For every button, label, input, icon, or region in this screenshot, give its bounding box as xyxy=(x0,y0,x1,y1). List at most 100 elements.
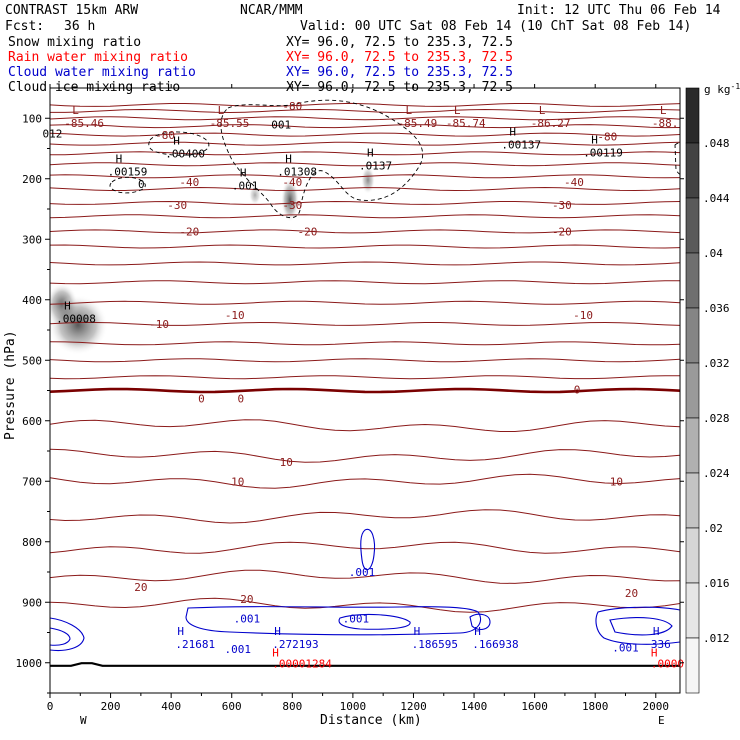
temperature-contour-line xyxy=(50,116,680,121)
x-tick-label: 200 xyxy=(101,700,121,713)
temperature-label: -80 xyxy=(282,100,302,113)
colorbar-tick-label: .048 xyxy=(703,137,730,150)
temperature-label: 10 xyxy=(610,475,623,488)
colorbar-tick-label: .024 xyxy=(703,467,730,480)
temperature-label: -30 xyxy=(167,199,187,212)
temperature-label: -40 xyxy=(564,176,584,189)
y-tick-label: 500 xyxy=(22,354,42,367)
temperature-contour-line xyxy=(50,132,680,137)
axes: 0 200 400 600 800 1000 1200 1400 1600 1800 2000100… xyxy=(16,84,684,713)
cloud-water-contour xyxy=(595,606,680,645)
x-tick-label: 1000 xyxy=(340,700,367,713)
snow-max-value: 012 xyxy=(43,128,63,141)
colorbar-tick-label: .02 xyxy=(703,522,723,535)
plot-area: -80 -80 -80 -40 -40 -40 -30 -30 -30 -20 -20 -20 -10 -… xyxy=(3,84,684,728)
field-name: Snow mixing ratio xyxy=(8,35,141,50)
snow-shading xyxy=(50,166,375,355)
y-tick-label: 300 xyxy=(22,233,42,246)
cloud-water-max-marker: H xyxy=(653,625,660,638)
temperature-contour-line xyxy=(50,261,680,266)
cloud-water-contour xyxy=(50,627,71,646)
valid-time: Valid: 00 UTC Sat 08 Feb 14 (10 ChT Sat … xyxy=(300,19,691,34)
cloud-water-max-marker: H xyxy=(274,625,281,638)
temperature-contour-line xyxy=(50,341,680,346)
temperature-contour-line xyxy=(50,541,680,554)
field-xy: XY= 96.0, 72.5 to 235.3, 72.5 xyxy=(286,65,513,80)
temperature-label: -40 xyxy=(282,176,302,189)
snow-max-marker: H xyxy=(116,153,123,166)
colorbar-tick-label: .044 xyxy=(703,192,730,205)
cloud-water-contour xyxy=(50,617,85,652)
cloud-water-contour xyxy=(360,528,376,571)
temperature-contour-line xyxy=(50,419,680,432)
x-tick-label: 600 xyxy=(222,700,242,713)
temperature-min-value: -85.46 xyxy=(64,117,104,130)
cloud-water-contours xyxy=(50,528,680,652)
colorbar-swatch xyxy=(685,417,700,474)
cloud-water-label: .001 xyxy=(612,642,639,655)
colorbar-unit: g kg-1 xyxy=(704,82,740,96)
cloud-water-contour xyxy=(338,614,411,630)
y-tick-label: 1000 xyxy=(16,657,43,670)
temperature-contour-line xyxy=(50,141,680,146)
cloud-water-max-marker: H xyxy=(474,625,481,638)
temperature-label: -80 xyxy=(597,130,617,143)
contour-labels: -80 -80 -80 -40 -40 -40 -30 -30 -30 -20 -20 -20 -10 -… xyxy=(43,100,684,671)
temperature-min-marker: L xyxy=(454,104,461,117)
snow-max-value: .00119 xyxy=(583,146,623,159)
temperature-min-value: -85.55 xyxy=(210,117,250,130)
temperature-contour-line xyxy=(50,387,680,394)
temperature-label: 0 xyxy=(238,392,245,405)
cloud-water-max-value: 336 xyxy=(651,638,671,651)
y-tick-label: 900 xyxy=(22,596,42,609)
snow-max-marker: H xyxy=(367,147,374,160)
temperature-min-marker: L xyxy=(218,104,225,117)
cloud-water-max-marker: H xyxy=(414,625,421,638)
snow-maximum-shade xyxy=(361,166,375,194)
field-name: Cloud water mixing ratio xyxy=(8,65,196,80)
y-tick-label: 800 xyxy=(22,536,42,549)
rain-water-max-value: .00001284 xyxy=(272,658,332,671)
cloud-water-max-value: .21681 xyxy=(175,638,215,651)
temperature-label: 10 xyxy=(231,475,244,488)
x-tick-label: 0 xyxy=(47,700,54,713)
colorbar-tick-label: .032 xyxy=(703,357,730,370)
temperature-label: 0 xyxy=(574,383,581,396)
snow-max-marker: H xyxy=(509,125,516,138)
x-tick-label: 1400 xyxy=(461,700,488,713)
colorbar-swatch xyxy=(685,307,700,364)
model-title: CONTRAST 15km ARW xyxy=(5,3,138,18)
temperature-label: -10 xyxy=(225,309,245,322)
temperature-min-value: -88. xyxy=(652,117,679,130)
terrain-surface xyxy=(50,662,680,667)
temperature-contour-line xyxy=(50,162,680,167)
temperature-contour-line xyxy=(50,473,680,489)
temperature-contour-line xyxy=(50,300,680,305)
fcst-label: Fcst: xyxy=(5,19,44,34)
temperature-contour-line xyxy=(50,321,680,326)
temperature-label: -40 xyxy=(179,176,199,189)
snow-max-marker: H xyxy=(240,167,247,180)
colorbar-tick-label: .012 xyxy=(703,632,730,645)
cloud-water-contour xyxy=(469,613,491,631)
cloud-water-max-value: .186595 xyxy=(412,638,458,651)
cloud-water-max-marker: H xyxy=(177,625,184,638)
temperature-min-marker: L xyxy=(660,104,667,117)
temperature-label: -20 xyxy=(179,225,199,238)
rain-water-max-value: .0000 xyxy=(651,658,684,671)
field-legend: Snow mixing ratio XY= 96.0, 72.5 to 235.3… xyxy=(8,35,513,95)
temperature-contour-line xyxy=(50,174,680,179)
temperature-contour-line xyxy=(50,280,680,285)
snow-max-value: .001 xyxy=(232,180,259,193)
snow-max-value: 0 xyxy=(138,178,145,191)
temperature-contour-line xyxy=(50,597,680,613)
snow-max-value: .01308 xyxy=(277,166,317,179)
temperature-min-marker: L xyxy=(72,104,79,117)
cloud-water-contour xyxy=(185,606,482,636)
temperature-min-marker: L xyxy=(405,104,412,117)
temperature-min-value: -85.49 xyxy=(397,117,437,130)
terrain-line xyxy=(50,662,680,667)
colorbar: g kg-1 .048 .044 .04 .036 .032 .028 .024 .02 .01… xyxy=(685,82,740,694)
x-tick-label: 1600 xyxy=(521,700,548,713)
